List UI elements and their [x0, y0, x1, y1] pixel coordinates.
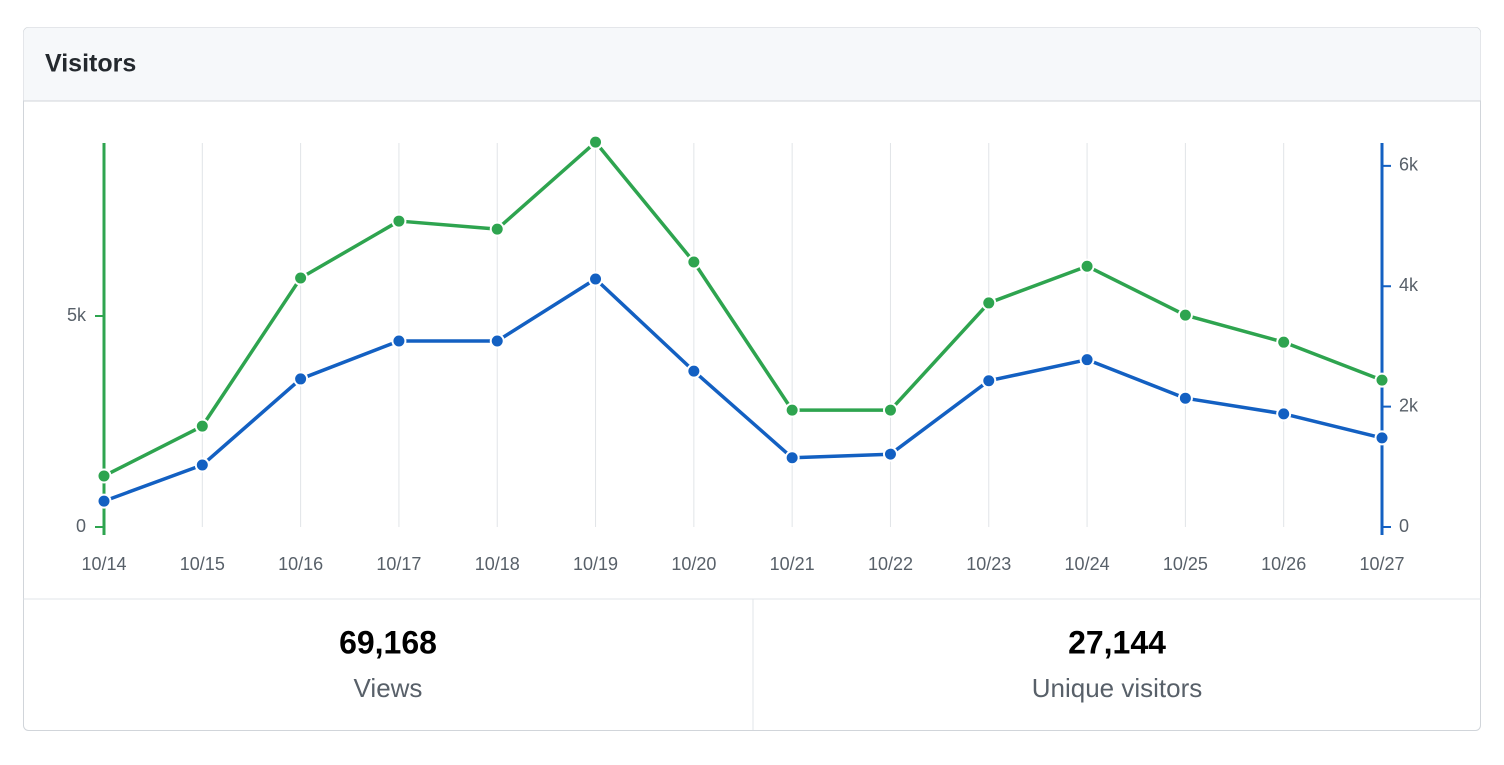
stat-value: 69,168 [339, 624, 437, 660]
data-point [1177, 307, 1193, 323]
data-point [96, 493, 112, 509]
data-point [489, 333, 505, 349]
x-tick-label: 10/25 [1163, 554, 1208, 574]
y2-tick-label: 6k [1399, 155, 1419, 175]
stat-value: 27,144 [1068, 624, 1166, 660]
data-point [784, 450, 800, 466]
y2-tick-label: 4k [1399, 275, 1419, 295]
data-point [293, 270, 309, 286]
data-point [1079, 258, 1095, 274]
y2-tick-label: 0 [1399, 516, 1409, 536]
data-point [391, 213, 407, 229]
y-tick-label: 0 [76, 516, 86, 536]
series-line [103, 140, 1383, 478]
x-tick-label: 10/16 [278, 554, 323, 574]
data-point [784, 402, 800, 418]
card-title: Visitors [45, 50, 136, 78]
data-point [96, 468, 112, 484]
data-point [588, 271, 604, 287]
data-point [981, 295, 997, 311]
data-point [293, 371, 309, 387]
data-point [882, 402, 898, 418]
y2-tick-label: 2k [1399, 395, 1419, 415]
data-point [882, 446, 898, 462]
x-tick-label: 10/26 [1261, 554, 1306, 574]
data-point [1374, 372, 1390, 388]
stat-label: Views [354, 673, 423, 703]
x-tick-label: 10/24 [1065, 554, 1110, 574]
data-point [194, 457, 210, 473]
series-line [103, 277, 1383, 503]
data-point [1177, 390, 1193, 406]
x-tick-label: 10/17 [376, 554, 421, 574]
x-tick-label: 10/19 [573, 554, 618, 574]
card-header [23, 27, 1481, 101]
data-point [588, 134, 604, 150]
data-point [686, 254, 702, 270]
data-point [194, 418, 210, 434]
x-tick-label: 10/21 [770, 554, 815, 574]
x-tick-label: 10/20 [671, 554, 716, 574]
data-point [1374, 430, 1390, 446]
x-tick-label: 10/18 [475, 554, 520, 574]
data-point [981, 373, 997, 389]
x-tick-label: 10/14 [81, 554, 126, 574]
data-point [1079, 352, 1095, 368]
data-point [489, 221, 505, 237]
x-tick-label: 10/23 [966, 554, 1011, 574]
data-point [391, 333, 407, 349]
card-border [23, 27, 1481, 731]
data-point [1276, 334, 1292, 350]
data-point [686, 363, 702, 379]
x-tick-label: 10/22 [868, 554, 913, 574]
data-point [1276, 406, 1292, 422]
y-tick-label: 5k [67, 305, 87, 325]
x-tick-label: 10/27 [1359, 554, 1404, 574]
stat-label: Unique visitors [1032, 673, 1203, 703]
x-tick-label: 10/15 [180, 554, 225, 574]
